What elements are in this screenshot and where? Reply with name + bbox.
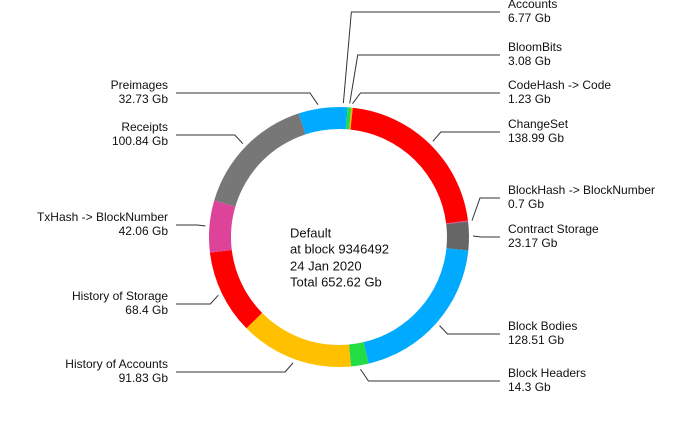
leader-line (349, 54, 500, 104)
donut-slice (339, 107, 348, 130)
leader-line (360, 368, 500, 382)
annotation: 24 Jan 2020 (290, 258, 362, 273)
slice-label: Block Bodies (508, 319, 577, 333)
donut-slice (446, 221, 469, 251)
donut-slice (350, 107, 468, 224)
slice-label: ChangeSet (508, 117, 569, 131)
annotation: at block 9346492 (290, 241, 389, 256)
slice-label: History of Accounts (65, 357, 168, 371)
slice-value-label: 91.83 Gb (119, 371, 169, 385)
slice-value-label: 68.4 Gb (125, 303, 168, 317)
slice-label: Block Headers (508, 366, 586, 380)
slice-value-label: 138.99 Gb (508, 131, 564, 145)
leader-line (439, 325, 500, 335)
donut-slice (348, 342, 369, 367)
donut-slice (349, 107, 353, 130)
slice-value-label: 100.84 Gb (112, 134, 168, 148)
leader-line (176, 224, 206, 227)
leader-line (176, 362, 294, 373)
leader-line (176, 294, 219, 305)
slice-label: TxHash -> BlockNumber (37, 210, 168, 224)
donut-slice (346, 107, 352, 130)
donut-slice (246, 312, 351, 368)
slice-value-label: 23.17 Gb (508, 236, 558, 250)
donut-slice (298, 107, 339, 135)
leader-line (342, 11, 500, 104)
donut-slice (209, 249, 263, 329)
slice-value-label: 0.7 Gb (508, 197, 544, 211)
slice-value-label: 6.77 Gb (508, 11, 551, 25)
leader-line (176, 92, 319, 105)
donut-slice (446, 220, 469, 225)
leader-line (176, 134, 244, 145)
slice-value-label: 3.08 Gb (508, 54, 551, 68)
slice-value-label: 42.06 Gb (119, 224, 169, 238)
donut-slice (363, 248, 469, 364)
leader-line (472, 235, 500, 238)
slice-value-label: 32.73 Gb (119, 92, 169, 106)
slice-label: CodeHash -> Code (508, 78, 611, 92)
slice-label: BloomBits (508, 40, 562, 54)
donut-slice (214, 113, 306, 207)
slice-value-label: 128.51 Gb (508, 333, 564, 347)
leader-line (432, 131, 500, 142)
donut-slice (208, 200, 236, 253)
leader-line (352, 92, 500, 104)
slice-label: Preimages (111, 78, 168, 92)
center-text: Default at block 9346492 24 Jan 2020 Tot… (290, 225, 389, 289)
leader-line (471, 197, 500, 221)
annotation: Total 652.62 Gb (290, 274, 382, 289)
slice-label: Contract Storage (508, 222, 599, 236)
annotation: Default (290, 225, 332, 240)
slice-label: History of Storage (72, 289, 168, 303)
slice-label: BlockHash -> BlockNumber (508, 183, 655, 197)
slice-value-label: 1.23 Gb (508, 92, 551, 106)
slice-label: Accounts (508, 0, 557, 11)
slice-label: Receipts (121, 120, 168, 134)
slice-value-label: 14.3 Gb (508, 380, 551, 394)
